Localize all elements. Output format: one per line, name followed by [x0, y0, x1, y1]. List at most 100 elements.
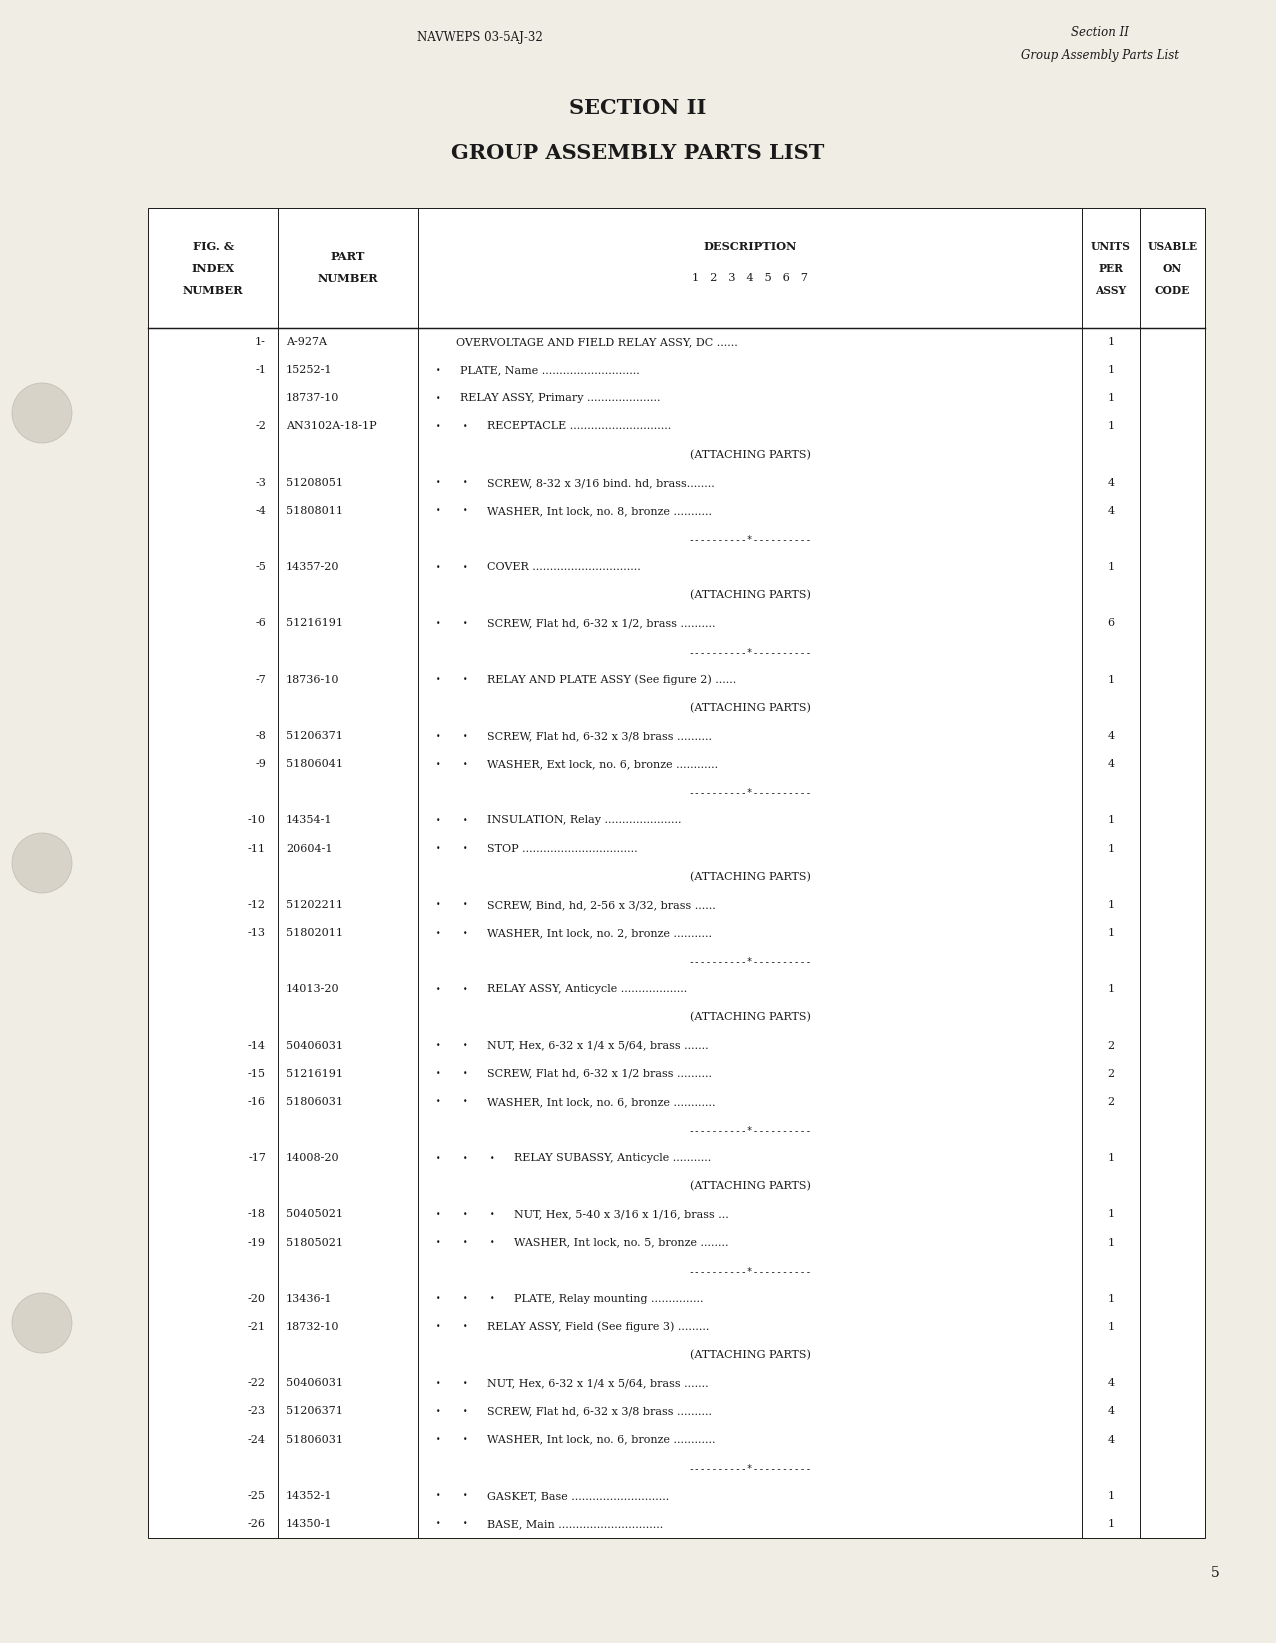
Text: •: •: [490, 1295, 494, 1303]
Text: 4: 4: [1108, 731, 1114, 741]
Text: 1: 1: [1108, 1209, 1114, 1219]
Text: •: •: [435, 1042, 440, 1050]
Text: Section II: Section II: [1071, 26, 1129, 39]
Text: ----------*----------: ----------*----------: [688, 1125, 812, 1135]
Text: •: •: [435, 928, 440, 938]
Text: -9: -9: [255, 759, 265, 769]
Text: 51216191: 51216191: [286, 618, 343, 629]
Text: -6: -6: [255, 618, 265, 629]
Text: NUMBER: NUMBER: [318, 273, 378, 284]
Text: A-927A: A-927A: [286, 337, 327, 347]
Text: •: •: [463, 1520, 467, 1528]
Text: SCREW, Bind, hd, 2-56 x 3/32, brass ......: SCREW, Bind, hd, 2-56 x 3/32, brass ....…: [487, 900, 716, 910]
Text: 4: 4: [1108, 759, 1114, 769]
Text: •: •: [490, 1209, 494, 1219]
Text: •: •: [435, 731, 440, 741]
Text: •: •: [463, 562, 467, 572]
Text: 1: 1: [1108, 562, 1114, 572]
Text: 2: 2: [1108, 1098, 1114, 1107]
Text: PART: PART: [330, 251, 365, 263]
Text: -15: -15: [248, 1068, 265, 1079]
Text: 4: 4: [1108, 1406, 1114, 1416]
Text: -7: -7: [255, 675, 265, 685]
Text: WASHER, Int lock, no. 6, bronze ............: WASHER, Int lock, no. 6, bronze ........…: [487, 1434, 716, 1444]
Text: 1-: 1-: [255, 337, 265, 347]
Text: DESCRIPTION: DESCRIPTION: [703, 240, 796, 251]
Text: 13436-1: 13436-1: [286, 1293, 333, 1305]
Text: 1: 1: [1108, 843, 1114, 854]
Text: 50406031: 50406031: [286, 1040, 343, 1050]
Text: •: •: [490, 1239, 494, 1247]
Text: RELAY ASSY, Primary .....................: RELAY ASSY, Primary ....................…: [461, 393, 661, 403]
Text: •: •: [463, 619, 467, 628]
Text: 14013-20: 14013-20: [286, 984, 339, 994]
Text: 14008-20: 14008-20: [286, 1153, 339, 1163]
Text: 1: 1: [1108, 1323, 1114, 1332]
Text: SCREW, Flat hd, 6-32 x 1/2, brass ..........: SCREW, Flat hd, 6-32 x 1/2, brass ......…: [487, 618, 716, 629]
Text: -1: -1: [255, 365, 265, 375]
Text: •: •: [435, 562, 440, 572]
Text: -2: -2: [255, 422, 265, 432]
Text: •: •: [435, 394, 440, 403]
Text: SCREW, 8-32 x 3/16 bind. hd, brass........: SCREW, 8-32 x 3/16 bind. hd, brass......…: [487, 478, 715, 488]
Text: RELAY ASSY, Field (See figure 3) .........: RELAY ASSY, Field (See figure 3) .......…: [487, 1321, 709, 1332]
Text: 51806031: 51806031: [286, 1098, 343, 1107]
Text: 51202211: 51202211: [286, 900, 343, 910]
Text: 1: 1: [1108, 815, 1114, 825]
Text: •: •: [435, 422, 440, 430]
Text: 14357-20: 14357-20: [286, 562, 339, 572]
Text: •: •: [463, 422, 467, 430]
Text: 1: 1: [1108, 337, 1114, 347]
Text: -13: -13: [248, 928, 265, 938]
Text: (ATTACHING PARTS): (ATTACHING PARTS): [689, 450, 810, 460]
Text: •: •: [463, 675, 467, 683]
Text: GROUP ASSEMBLY PARTS LIST: GROUP ASSEMBLY PARTS LIST: [452, 143, 824, 163]
Text: SECTION II: SECTION II: [569, 99, 707, 118]
Text: •: •: [435, 1323, 440, 1331]
Text: RELAY SUBASSY, Anticycle ...........: RELAY SUBASSY, Anticycle ...........: [514, 1153, 711, 1163]
Text: •: •: [435, 1098, 440, 1106]
Text: •: •: [463, 731, 467, 741]
Text: •: •: [435, 366, 440, 375]
Text: WASHER, Int lock, no. 8, bronze ...........: WASHER, Int lock, no. 8, bronze ........…: [487, 506, 712, 516]
Text: ----------*----------: ----------*----------: [688, 787, 812, 797]
Text: 15252-1: 15252-1: [286, 365, 333, 375]
Text: 4: 4: [1108, 506, 1114, 516]
Text: •: •: [490, 1153, 494, 1163]
Text: WASHER, Int lock, no. 2, bronze ...........: WASHER, Int lock, no. 2, bronze ........…: [487, 928, 712, 938]
Text: •: •: [463, 478, 467, 488]
Text: 1: 1: [1108, 900, 1114, 910]
Text: •: •: [463, 1406, 467, 1416]
Text: •: •: [435, 675, 440, 683]
Text: NUT, Hex, 5-40 x 3/16 x 1/16, brass ...: NUT, Hex, 5-40 x 3/16 x 1/16, brass ...: [514, 1209, 729, 1219]
Text: SCREW, Flat hd, 6-32 x 3/8 brass ..........: SCREW, Flat hd, 6-32 x 3/8 brass .......…: [487, 1406, 712, 1416]
Text: -19: -19: [248, 1237, 265, 1247]
Text: 51805021: 51805021: [286, 1237, 343, 1247]
Text: •: •: [435, 1406, 440, 1416]
Text: 1: 1: [1108, 1153, 1114, 1163]
Text: NAVWEPS 03-5AJ-32: NAVWEPS 03-5AJ-32: [417, 31, 542, 44]
Text: PLATE, Name ............................: PLATE, Name ............................: [461, 365, 639, 375]
Text: -11: -11: [248, 843, 265, 854]
Text: USABLE: USABLE: [1147, 240, 1197, 251]
Text: -4: -4: [255, 506, 265, 516]
Text: •: •: [463, 817, 467, 825]
Text: ----------*----------: ----------*----------: [688, 956, 812, 966]
Text: •: •: [435, 619, 440, 628]
Text: •: •: [463, 1295, 467, 1303]
Text: Group Assembly Parts List: Group Assembly Parts List: [1021, 49, 1179, 61]
Text: 14352-1: 14352-1: [286, 1490, 333, 1500]
Text: 51808011: 51808011: [286, 506, 343, 516]
Text: •: •: [435, 1209, 440, 1219]
Text: 1: 1: [1108, 1237, 1114, 1247]
Text: 4: 4: [1108, 478, 1114, 488]
Text: •: •: [463, 1042, 467, 1050]
Text: NUT, Hex, 6-32 x 1/4 x 5/64, brass .......: NUT, Hex, 6-32 x 1/4 x 5/64, brass .....…: [487, 1378, 708, 1388]
Text: -10: -10: [248, 815, 265, 825]
Text: -21: -21: [248, 1323, 265, 1332]
Text: 50405021: 50405021: [286, 1209, 343, 1219]
Text: ----------*----------: ----------*----------: [688, 1462, 812, 1472]
Text: 5: 5: [1211, 1566, 1220, 1581]
Text: -17: -17: [248, 1153, 265, 1163]
Text: •: •: [463, 1209, 467, 1219]
